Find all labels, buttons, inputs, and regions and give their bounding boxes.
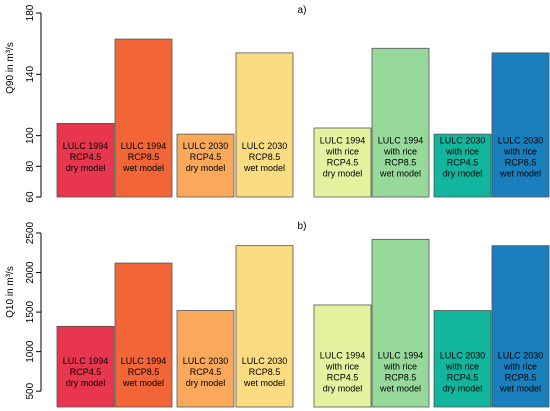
panel-b-y-axis: 500 1000 1500 2000 2500 xyxy=(25,221,42,400)
panel-b-bar-label: LULC 1994 with rice RCP8.5 wet model xyxy=(378,351,424,394)
panel-b-bar-label: LULC 2030 RCP4.5 dry model xyxy=(183,356,229,388)
panel-a-bar-label: LULC 1994 RCP4.5 dry model xyxy=(63,141,109,173)
panel-a-y-tick-label: 80 xyxy=(25,160,36,172)
panel-a-bar xyxy=(235,52,294,198)
panel-b-bar-label: LULC 2030 with rice RCP8.5 wet model xyxy=(498,351,544,394)
panel-b: b) Q10 in m³/s 500 1000 1500 2000 2500 LULC … xyxy=(5,221,550,408)
panel-a-bar xyxy=(433,133,492,198)
panel-a-bar xyxy=(313,127,372,198)
panel-b-y-tick-label: 500 xyxy=(25,382,36,399)
panel-a-bar-label: LULC 1994 with rice RCP8.5 wet model xyxy=(378,136,424,179)
panel-b-bar xyxy=(313,304,372,408)
panel-b-y-tick-label: 2500 xyxy=(25,221,36,244)
panel-b-y-axis-label: Q10 in m³/s xyxy=(5,266,16,318)
panel-b-bar xyxy=(491,245,550,408)
panel-b-bar-label: LULC 1994 RCP4.5 dry model xyxy=(63,356,109,388)
panel-a-bar-label: LULC 2030 with rice RCP4.5 dry model xyxy=(440,136,486,179)
panel-a-bar-label: LULC 1994 RCP8.5 wet model xyxy=(121,141,167,173)
panel-b-y-tick-label: 2000 xyxy=(25,261,36,284)
panel-a-bar xyxy=(114,38,173,198)
panel-a-bar-label: LULC 2030 with rice RCP8.5 wet model xyxy=(498,136,544,179)
panel-b-y-tick-label: 1500 xyxy=(25,301,36,324)
panel-b-bars: LULC 1994 RCP4.5 dry model LULC 1994 RCP8.5 w… xyxy=(56,238,550,408)
panel-a-bar-label: LULC 2030 RCP8.5 wet model xyxy=(242,141,288,173)
panel-b-bar xyxy=(176,310,235,408)
panel-a-bar xyxy=(371,47,430,198)
panel-a-bar-label: LULC 2030 RCP4.5 dry model xyxy=(183,141,229,173)
panel-b-bar-label: LULC 1994 with rice RCP4.5 dry model xyxy=(320,351,366,394)
panel-b-label: b) xyxy=(298,221,307,232)
panel-b-bar xyxy=(433,310,492,408)
panel-b-bar xyxy=(114,262,173,408)
panel-a-bar xyxy=(176,133,235,198)
panel-a-bar xyxy=(491,52,550,198)
panel-a-y-tick-label: 60 xyxy=(25,191,36,203)
panel-b-bar xyxy=(56,325,115,408)
panel-a-y-axis: 60 80 100 140 180 xyxy=(25,4,42,203)
panel-b-y-tick-label: 1000 xyxy=(25,340,36,363)
panel-b-bar xyxy=(371,238,430,408)
panel-a-label: a) xyxy=(298,5,307,16)
panel-a-y-axis-label: Q90 in m³/s xyxy=(5,42,16,94)
panel-a-bars: LULC 1994 RCP4.5 dry model LULC 1994 RCP8.5 w… xyxy=(56,38,550,198)
panel-a-y-tick-label: 100 xyxy=(25,127,36,144)
panel-a-y-tick-label: 140 xyxy=(25,66,36,83)
panel-b-bar-label: LULC 1994 RCP8.5 wet model xyxy=(121,356,167,388)
panel-a-y-tick-label: 180 xyxy=(25,4,36,21)
panel-b-bar xyxy=(235,245,294,408)
panel-b-bar-label: LULC 2030 with rice RCP4.5 dry model xyxy=(440,351,486,394)
panel-b-bar-label: LULC 2030 RCP8.5 wet model xyxy=(242,356,288,388)
panel-a: a) Q90 in m³/s 60 80 100 140 180 LULC 1994 RC… xyxy=(5,4,550,203)
panel-a-bar xyxy=(56,123,115,198)
panel-a-bar-label: LULC 1994 with rice RCP4.5 dry model xyxy=(320,136,366,179)
